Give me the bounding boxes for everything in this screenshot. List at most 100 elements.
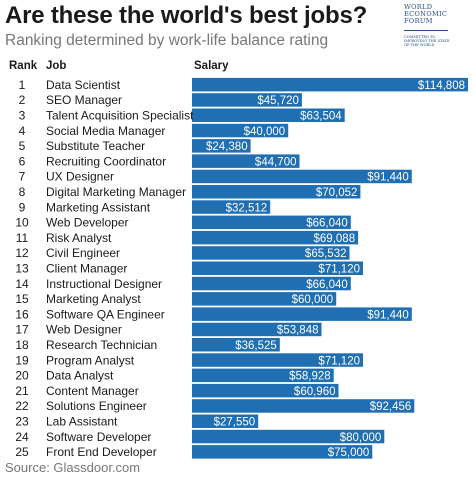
rank-label: 12: [15, 246, 29, 260]
salary-value-label: $75,000: [328, 447, 370, 459]
salary-bar: [192, 353, 363, 367]
job-label: Web Designer: [46, 323, 122, 337]
rank-label: 25: [15, 445, 29, 459]
salary-value-label: $91,440: [367, 172, 409, 184]
salary-bar: [192, 414, 259, 428]
salary-bar: [192, 215, 351, 230]
job-label: Web Developer: [46, 216, 129, 230]
rank-label: 17: [15, 323, 29, 337]
salary-value-label: $80,000: [340, 432, 382, 444]
salary-bar: [192, 108, 345, 122]
job-label: Research Technician: [46, 338, 157, 352]
rank-label: 19: [15, 353, 29, 367]
salary-bar: [192, 246, 350, 260]
rank-label: 5: [19, 139, 26, 153]
salary-value-label: $27,550: [214, 416, 256, 428]
rank-label: 13: [15, 261, 29, 275]
job-label: Marketing Analyst: [46, 292, 141, 306]
salary-value-label: $24,380: [206, 141, 248, 153]
salary-bar: [192, 123, 289, 138]
rank-label: 16: [15, 307, 29, 321]
rank-label: 14: [15, 277, 29, 291]
salary-value-label: $60,960: [294, 386, 336, 398]
rank-label: 2: [19, 93, 26, 107]
salary-bar: [192, 429, 385, 444]
salary-bar: [192, 139, 251, 153]
logo-tagline: IMPROVING THE STATE: [404, 39, 450, 43]
wef-logo: WORLD ECONOMIC FORUM COMMITTED TO IMPROV…: [404, 2, 472, 58]
job-label: Digital Marketing Manager: [46, 185, 186, 199]
salary-bar: [192, 200, 271, 214]
job-label: UX Designer: [46, 170, 114, 184]
salary-bar: [192, 399, 415, 413]
job-label: Solutions Engineer: [46, 399, 147, 413]
salary-value-label: $66,040: [306, 279, 348, 291]
rank-label: 4: [19, 124, 26, 138]
rank-label: 3: [19, 108, 26, 122]
rank-label: 11: [16, 231, 29, 245]
salary-value-label: $40,000: [244, 126, 286, 138]
salary-bar: [192, 169, 412, 184]
salary-bar: [192, 322, 322, 337]
salary-bar: [192, 93, 302, 107]
salary-value-label: $70,052: [316, 187, 358, 199]
rank-label: 8: [19, 185, 26, 199]
logo-tagline: OF THE WORLD: [404, 43, 435, 47]
source-note: Source: Glassdoor.com: [5, 460, 141, 475]
job-label: Talent Acquisition Specialist: [46, 108, 194, 122]
job-label: Client Manager: [46, 261, 127, 275]
logo-text-line: FORUM: [404, 17, 433, 25]
salary-value-label: $53,848: [277, 325, 319, 337]
salary-value-label: $58,928: [289, 371, 331, 383]
salary-value-label: $32,512: [226, 202, 268, 214]
salary-value-label: $71,120: [318, 355, 360, 367]
job-label: Software Developer: [46, 430, 151, 444]
job-label: Substitute Teacher: [46, 139, 145, 153]
job-label: Data Scientist: [46, 78, 121, 92]
job-label: Program Analyst: [46, 353, 135, 367]
salary-value-label: $71,120: [318, 263, 360, 275]
logo-rule: [404, 30, 448, 31]
job-label: Marketing Assistant: [46, 200, 151, 214]
salary-value-label: $114,808: [418, 80, 465, 92]
salary-value-label: $69,088: [314, 233, 356, 245]
logo-text-line: WORLD: [404, 3, 433, 11]
salary-value-label: $63,504: [300, 110, 342, 122]
rank-label: 6: [19, 154, 26, 168]
logo-text-line: ECONOMIC: [404, 10, 448, 18]
rank-label: 15: [15, 292, 29, 306]
column-header-job: Job: [46, 60, 67, 72]
salary-bar: [192, 338, 280, 352]
rank-label: 9: [19, 200, 26, 214]
rank-label: 18: [15, 338, 29, 352]
salary-bar: [192, 307, 412, 321]
job-label: Risk Analyst: [46, 231, 112, 245]
job-label: Content Manager: [46, 384, 139, 398]
rank-label: 22: [15, 399, 29, 413]
job-label: Social Media Manager: [46, 124, 165, 138]
job-label: Software QA Engineer: [46, 307, 165, 321]
rank-label: 20: [15, 369, 29, 383]
salary-bar: [192, 261, 363, 275]
chart-subtitle: Ranking determined by work-life balance …: [5, 32, 329, 49]
rank-label: 23: [15, 414, 29, 428]
salary-bar: [192, 445, 373, 459]
salary-bar: [192, 230, 359, 245]
job-label: Lab Assistant: [46, 414, 118, 428]
rank-label: 10: [15, 216, 29, 230]
job-label: Data Analyst: [46, 369, 114, 383]
salary-value-label: $60,000: [292, 294, 334, 306]
salary-value-label: $44,700: [255, 156, 297, 168]
rank-label: 21: [15, 384, 29, 398]
rank-label: 24: [15, 430, 29, 444]
salary-value-label: $66,040: [306, 218, 348, 230]
salary-bar: [192, 154, 300, 168]
rank-label: 1: [19, 78, 26, 92]
logo-tagline: COMMITTED TO: [404, 35, 436, 39]
job-label: Recruiting Coordinator: [46, 154, 166, 168]
job-label: SEO Manager: [46, 93, 122, 107]
salary-bar: [192, 185, 361, 199]
salary-bar: [192, 276, 351, 291]
salary-value-label: $45,720: [257, 95, 299, 107]
salary-value-label: $91,440: [367, 309, 409, 321]
